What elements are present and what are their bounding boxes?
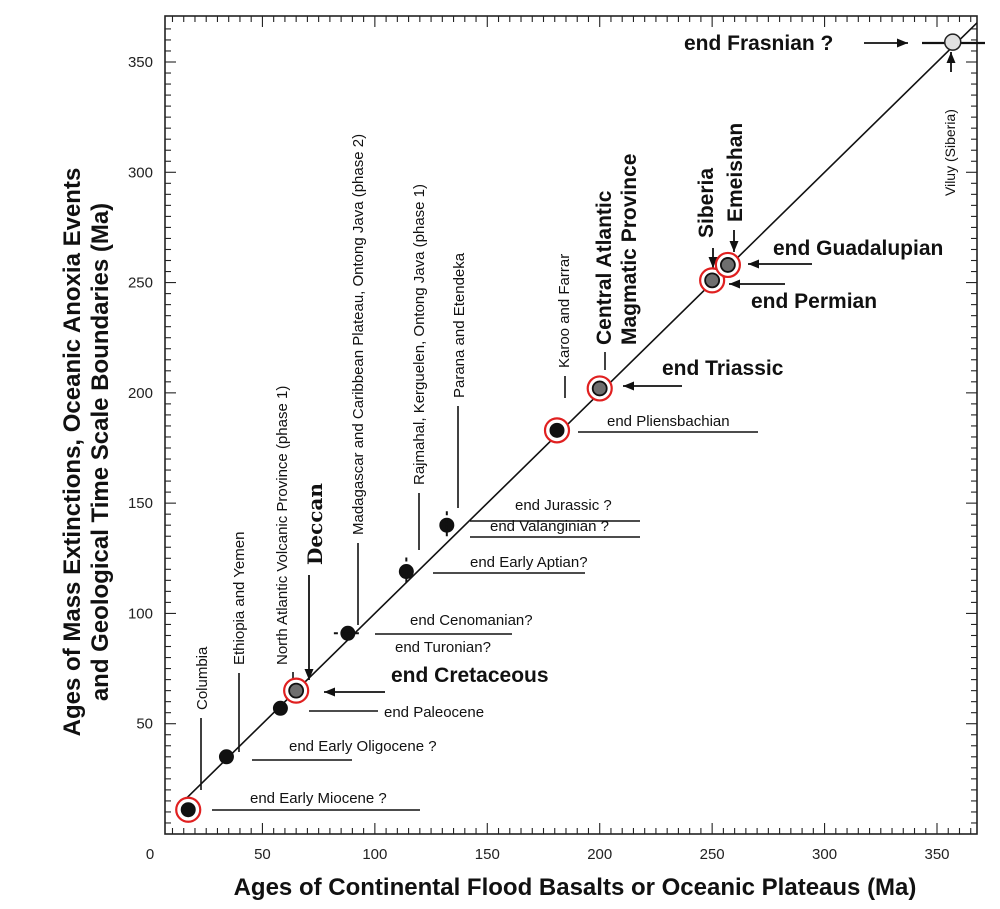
label-end-early-miocene: end Early Miocene ?	[250, 790, 387, 807]
x-tick-label: 200	[587, 846, 612, 863]
x-tick-label: 150	[475, 846, 500, 863]
annotations: Columbia Ethiopia and Yemen North Atlantic…	[194, 32, 985, 811]
label-siberia: Siberia	[695, 168, 718, 238]
x-tick-label: 250	[700, 846, 725, 863]
label-camp-line1: Central Atlantic	[593, 190, 616, 345]
data-point	[586, 375, 613, 402]
axis-ticks	[165, 16, 977, 834]
data-point	[272, 700, 288, 716]
label-end-cretaceous: end Cretaceous	[391, 664, 549, 687]
data-point	[283, 677, 310, 704]
x-tick-label: 0	[146, 846, 154, 863]
label-end-early-oligocene: end Early Oligocene ?	[289, 738, 437, 755]
point-marker	[218, 749, 234, 765]
label-parana: Parana and Etendeka	[451, 252, 468, 398]
label-end-valanginian: end Valanginian ?	[490, 518, 609, 535]
label-end-turonian: end Turonian?	[395, 639, 491, 656]
label-end-pliensbachian: end Pliensbachian	[607, 413, 730, 430]
arrowhead	[897, 38, 908, 48]
point-marker	[591, 380, 608, 397]
arrowhead	[729, 241, 739, 252]
y-tick-label: 200	[128, 385, 153, 402]
label-end-guadalupian: end Guadalupian	[773, 237, 943, 260]
y-tick-label: 250	[128, 275, 153, 292]
label-madagascar: Madagascar and Caribbean Plateau, Ontong…	[350, 134, 367, 535]
arrowhead	[946, 52, 956, 63]
x-tick-label: 350	[924, 846, 949, 863]
label-ethiopia-yemen: Ethiopia and Yemen	[231, 532, 248, 665]
x-tick-label: 100	[362, 846, 387, 863]
label-karoo: Karoo and Farrar	[556, 254, 573, 368]
point-marker	[704, 272, 721, 289]
y-axis-title-line2: and Geological Time Scale Boundaries (Ma…	[87, 203, 114, 701]
y-tick-label: 100	[128, 605, 153, 622]
data-point	[218, 749, 234, 765]
point-marker	[549, 422, 565, 438]
data-point	[543, 417, 571, 444]
point-marker	[272, 700, 288, 716]
label-end-cenomanian: end Cenomanian?	[410, 612, 533, 629]
label-end-paleocene: end Paleocene	[384, 704, 484, 721]
label-columbia: Columbia	[194, 646, 211, 710]
label-end-early-aptian: end Early Aptian?	[470, 554, 588, 571]
data-point	[175, 796, 202, 823]
y-tick-label: 350	[128, 54, 153, 71]
point-marker	[288, 682, 305, 699]
label-viluy: Viluy (Siberia)	[942, 109, 958, 196]
label-end-frasnian: end Frasnian ?	[684, 32, 833, 55]
arrowhead	[729, 279, 740, 289]
data-point	[714, 251, 741, 279]
plot-frame	[164, 15, 978, 835]
data-points	[175, 33, 962, 823]
data-point	[699, 267, 726, 294]
x-axis-title: Ages of Continental Flood Basalts or Oce…	[234, 874, 917, 901]
arrowhead	[324, 687, 335, 697]
x-tick-label: 300	[812, 846, 837, 863]
arrowhead	[708, 257, 718, 268]
arrowhead	[304, 669, 314, 680]
point-marker	[180, 802, 196, 818]
x-tick-label: 50	[254, 846, 271, 863]
label-deccan: Deccan	[303, 483, 327, 565]
label-navp: North Atlantic Volcanic Province (phase …	[274, 386, 291, 665]
label-end-triassic: end Triassic	[662, 357, 784, 380]
label-end-permian: end Permian	[751, 290, 877, 313]
y-tick-label: 50	[136, 716, 153, 733]
y-axis-title-line1: Ages of Mass Extinctions, Oceanic Anoxia…	[59, 168, 86, 737]
point-marker	[719, 257, 736, 273]
label-emeishan: Emeishan	[724, 123, 747, 222]
label-camp-line2: Magmatic Province	[618, 154, 641, 345]
data-point	[943, 33, 962, 51]
arrowhead	[748, 259, 759, 269]
arrowhead	[623, 381, 634, 391]
label-rajmahal: Rajmahal, Kerguelen, Ontong Java (phase …	[411, 184, 428, 485]
tick-labels: 0 50 100 150 200 250 300 350 50 100 150 200 250 300 35…	[128, 54, 950, 863]
point-marker	[943, 33, 962, 51]
reference-line	[179, 22, 978, 806]
label-end-jurassic: end Jurassic ?	[515, 497, 612, 514]
y-tick-label: 300	[128, 164, 153, 181]
y-tick-label: 150	[128, 495, 153, 512]
